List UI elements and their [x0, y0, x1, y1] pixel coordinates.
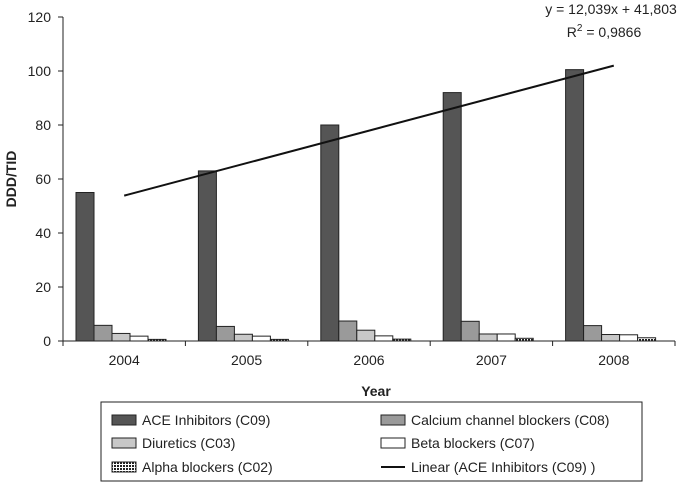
y-tick-label-20: 20: [35, 279, 51, 295]
trendline-r-squared: R2 = 0,9866: [567, 23, 642, 40]
bar-calcium-channel-blockers-c08--2006: [338, 320, 358, 342]
legend-label-beta-blockers-c07-: Beta blockers (C07): [411, 435, 535, 451]
axis-labels: DDD/TID Year y = 12,039x + 41,803 R2 = 0…: [3, 1, 677, 399]
r-squared-exponent: 2: [577, 23, 583, 34]
legend-label-linear-ace-inhibitors-c09-: Linear (ACE Inhibitors (C09) ): [411, 459, 595, 475]
bar-beta-blockers-c07--2007: [496, 333, 516, 342]
plot-area: 0 20 40 60 80 100 120 2004 2005 2006 2007 2008: [28, 9, 676, 368]
bar-diuretics-c03--2005: [233, 333, 253, 342]
legend-swatch-beta-blockers-c07-: [380, 437, 406, 449]
legend-label-calcium-channel-blockers-c08-: Calcium channel blockers (C08): [411, 412, 609, 428]
legend-label-diuretics-c03-: Diuretics (C03): [142, 435, 235, 451]
y-tick-label-120: 120: [28, 9, 52, 25]
x-tick-label-2006: 2006: [353, 352, 384, 368]
bar-ace-inhibitors-c09--2007: [442, 92, 462, 342]
bar-ace-inhibitors-c09--2008: [565, 69, 585, 342]
trendline: [123, 64, 615, 197]
bar-ace-inhibitors-c09--2005: [197, 170, 217, 342]
y-tick-label-60: 60: [35, 171, 51, 187]
legend-label-ace-inhibitors-c09-: ACE Inhibitors (C09): [142, 412, 270, 428]
y-tick-label-80: 80: [35, 117, 51, 133]
x-tick-label-2004: 2004: [109, 352, 140, 368]
bar-calcium-channel-blockers-c08--2004: [93, 324, 113, 342]
bar-beta-blockers-c07--2006: [374, 335, 394, 342]
legend-swatch-alpha-blockers-c02-: [111, 461, 137, 473]
bar-beta-blockers-c07--2005: [251, 335, 271, 342]
x-axis-title: Year: [361, 383, 391, 399]
bar-beta-blockers-c07--2008: [619, 334, 639, 342]
bar-ace-inhibitors-c09--2006: [320, 124, 340, 342]
bar-calcium-channel-blockers-c08--2008: [583, 325, 603, 342]
x-tick-label-2007: 2007: [476, 352, 507, 368]
bar-diuretics-c03--2004: [111, 332, 131, 342]
bar-diuretics-c03--2007: [478, 333, 498, 342]
legend-swatch-ace-inhibitors-c09-: [111, 414, 137, 426]
bar-calcium-channel-blockers-c08--2007: [460, 320, 480, 342]
bar-calcium-channel-blockers-c08--2005: [215, 325, 235, 342]
bar-diuretics-c03--2006: [356, 329, 376, 342]
x-tick-label-2008: 2008: [598, 352, 629, 368]
y-tick-label-0: 0: [43, 333, 51, 349]
y-tick-label-40: 40: [35, 225, 51, 241]
y-tick-label-100: 100: [28, 63, 52, 79]
legend-box: [100, 401, 643, 482]
x-tick-label-2005: 2005: [231, 352, 262, 368]
r-squared-r: R: [567, 24, 577, 40]
legend-swatch-diuretics-c03-: [111, 437, 137, 449]
bar-diuretics-c03--2008: [601, 334, 621, 342]
bar-beta-blockers-c07--2004: [129, 335, 149, 342]
trendline-equation: y = 12,039x + 41,803: [545, 1, 677, 17]
y-axis-title: DDD/TID: [3, 151, 19, 208]
legend-swatch-calcium-channel-blockers-c08-: [380, 414, 406, 426]
bar-ace-inhibitors-c09--2004: [75, 192, 95, 342]
legend: ACE Inhibitors (C09) Calcium channel bloc…: [100, 401, 643, 482]
r-squared-value: = 0,9866: [582, 24, 641, 40]
legend-label-alpha-blockers-c02-: Alpha blockers (C02): [142, 459, 273, 475]
